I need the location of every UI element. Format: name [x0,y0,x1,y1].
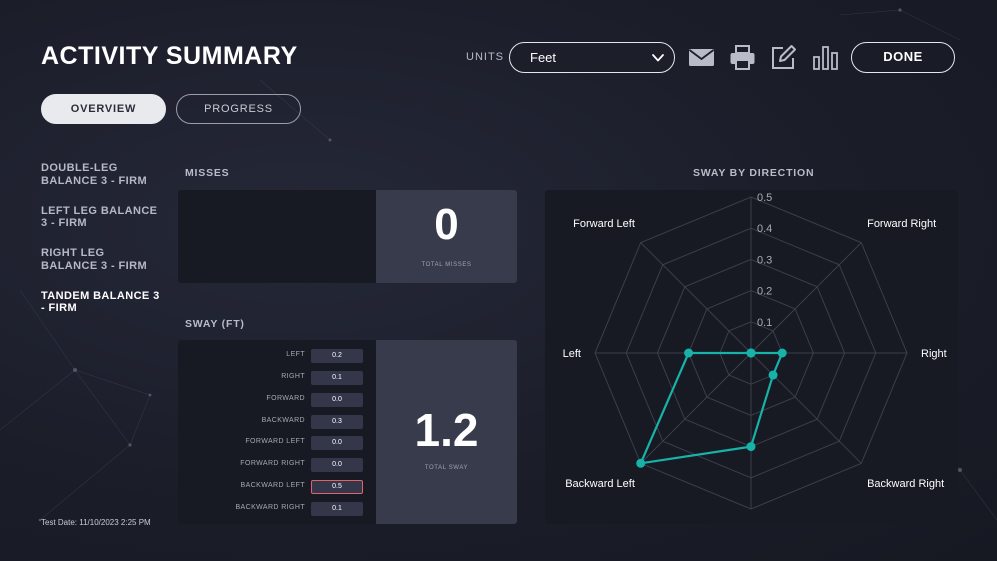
sway-row-forward-right: FORWARD RIGHT 0.0 [182,458,364,472]
sway-row-right: RIGHT 0.1 [182,371,364,385]
misses-total-panel [376,190,517,283]
tab-overview[interactable]: OVERVIEW [41,94,166,124]
sway-radar-chart: 0.10.20.30.40.5ForwardForward RightRight… [563,192,947,510]
sidebar-item-tandem[interactable]: TANDEM BALANCE 3 - FIRM [41,289,160,315]
total-misses-caption: TOTAL MISSES [421,262,472,268]
misses-section-label: MISSES [185,167,230,179]
radar-spoke [750,242,862,354]
sway-value: 0.0 [311,393,363,407]
sway-row-forward: FORWARD 0.0 [182,393,364,407]
total-misses-value: 0 [434,200,459,249]
radar-spoke [750,352,862,464]
sway-row-backward-right: BACKWARD RIGHT 0.1 [182,502,364,516]
sway-label: FORWARD [266,395,305,402]
sway-row-backward: BACKWARD 0.3 [182,415,364,429]
edit-icon[interactable] [770,44,797,71]
sway-value-highlighted: 0.5 [311,480,363,494]
sway-label: BACKWARD [261,417,305,424]
sway-label: LEFT [286,351,305,358]
done-button[interactable]: DONE [851,42,955,73]
radar-axis-label: Backward Left [565,478,635,490]
radar-axis-label: Backward Right [867,478,944,490]
activity-list: DOUBLE-LEG BALANCE 3 - FIRM LEFT LEG BAL… [41,162,161,332]
mail-icon[interactable] [688,44,715,71]
radar-data-point [746,442,756,452]
radar-axis-label: Right [921,348,947,360]
page-title: ACTIVITY SUMMARY [41,42,298,70]
units-dropdown[interactable]: Feet [509,42,675,73]
sway-section-label: SWAY (FT) [185,318,245,330]
sway-value: 0.0 [311,458,363,472]
printer-icon[interactable] [729,44,756,71]
chart-title: SWAY BY DIRECTION [693,167,815,179]
radar-tick-label: 0.2 [757,286,772,298]
total-sway-value: 1.2 [414,404,479,456]
radar-data-point [684,348,694,358]
radar-data-point [768,370,778,380]
radar-tick-label: 0.3 [757,254,772,266]
total-sway-caption: TOTAL SWAY [424,465,469,471]
sway-value: 0.1 [311,371,363,385]
sway-label: FORWARD RIGHT [240,460,305,467]
radar-axis-label: Forward Right [867,218,936,230]
radar-tick-label: 0.4 [757,223,772,235]
sway-label: BACKWARD LEFT [240,482,305,489]
sidebar-item-left-leg[interactable]: LEFT LEG BALANCE 3 - FIRM [41,204,158,230]
units-selected-value: Feet [530,50,557,65]
radar-data-point [636,458,646,468]
radar-tick-label: 0.1 [757,317,772,329]
radar-tick-label: 0.5 [757,192,772,204]
sway-label: FORWARD LEFT [245,438,305,445]
sway-value: 0.0 [311,436,363,450]
radar-spoke [640,352,752,464]
sway-label: RIGHT [281,373,305,380]
sway-label: BACKWARD RIGHT [235,504,305,511]
sway-value: 0.3 [311,415,363,429]
sidebar-item-double-leg[interactable]: DOUBLE-LEG BALANCE 3 - FIRM [41,162,148,187]
chevron-down-icon [652,54,664,62]
radar-spoke [640,242,752,354]
sway-row-left: LEFT 0.2 [182,349,364,363]
sway-value: 0.1 [311,502,363,516]
sway-row-backward-left: BACKWARD LEFT 0.5 [182,480,364,494]
radar-axis-label: Left [563,348,581,360]
radar-data-point [777,348,787,358]
radar-axis-label: Forward Left [573,218,635,230]
sway-value: 0.2 [311,349,363,363]
sway-row-forward-left: FORWARD LEFT 0.0 [182,436,364,450]
tab-progress[interactable]: PROGRESS [176,94,301,124]
bar-chart-icon[interactable] [812,44,839,71]
sidebar-item-right-leg[interactable]: RIGHT LEG BALANCE 3 - FIRM [41,247,148,272]
units-label: UNITS [466,51,504,63]
radar-series-line [639,351,784,465]
test-date: Test Date: 11/10/2023 2:25 PM [41,518,151,527]
sway-total-panel [376,340,517,524]
radar-data-point [746,348,756,358]
